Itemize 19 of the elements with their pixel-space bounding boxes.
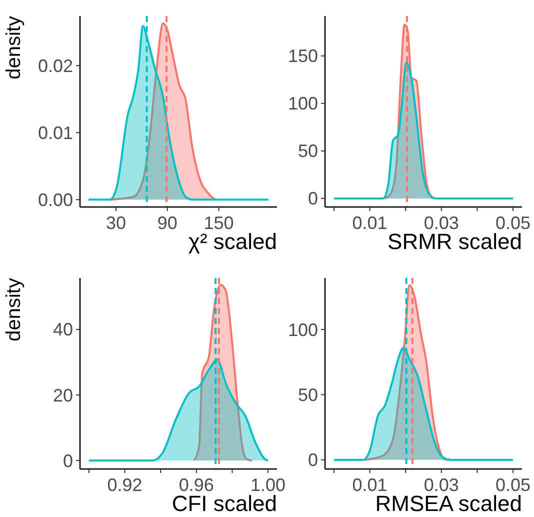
y-tick-label: 150 xyxy=(288,46,318,66)
y-tick-label: 100 xyxy=(288,94,318,114)
y-tick-label: 0 xyxy=(62,450,73,471)
y-tick-label: 20 xyxy=(52,385,73,406)
y-tick-label: 40 xyxy=(52,320,73,340)
y-tick-label: 0.00 xyxy=(38,190,73,210)
y-tick-label: 0.01 xyxy=(38,122,73,143)
y-axis-title: density xyxy=(3,16,25,80)
x-tick-label: 30 xyxy=(106,213,126,233)
y-tick-label: 50 xyxy=(298,384,318,405)
y-tick-label: 50 xyxy=(298,141,318,162)
y-axis-title: density xyxy=(3,278,25,342)
y-tick-label: 100 xyxy=(288,320,318,340)
x-tick-label: 0.92 xyxy=(107,475,142,495)
x-tick-label: 90 xyxy=(157,213,178,233)
y-tick-label: 0.02 xyxy=(38,56,73,76)
x-tick-label: 0.01 xyxy=(352,213,388,233)
y-tick-label: 0 xyxy=(308,188,318,209)
y-tick-label: 0 xyxy=(308,450,318,470)
